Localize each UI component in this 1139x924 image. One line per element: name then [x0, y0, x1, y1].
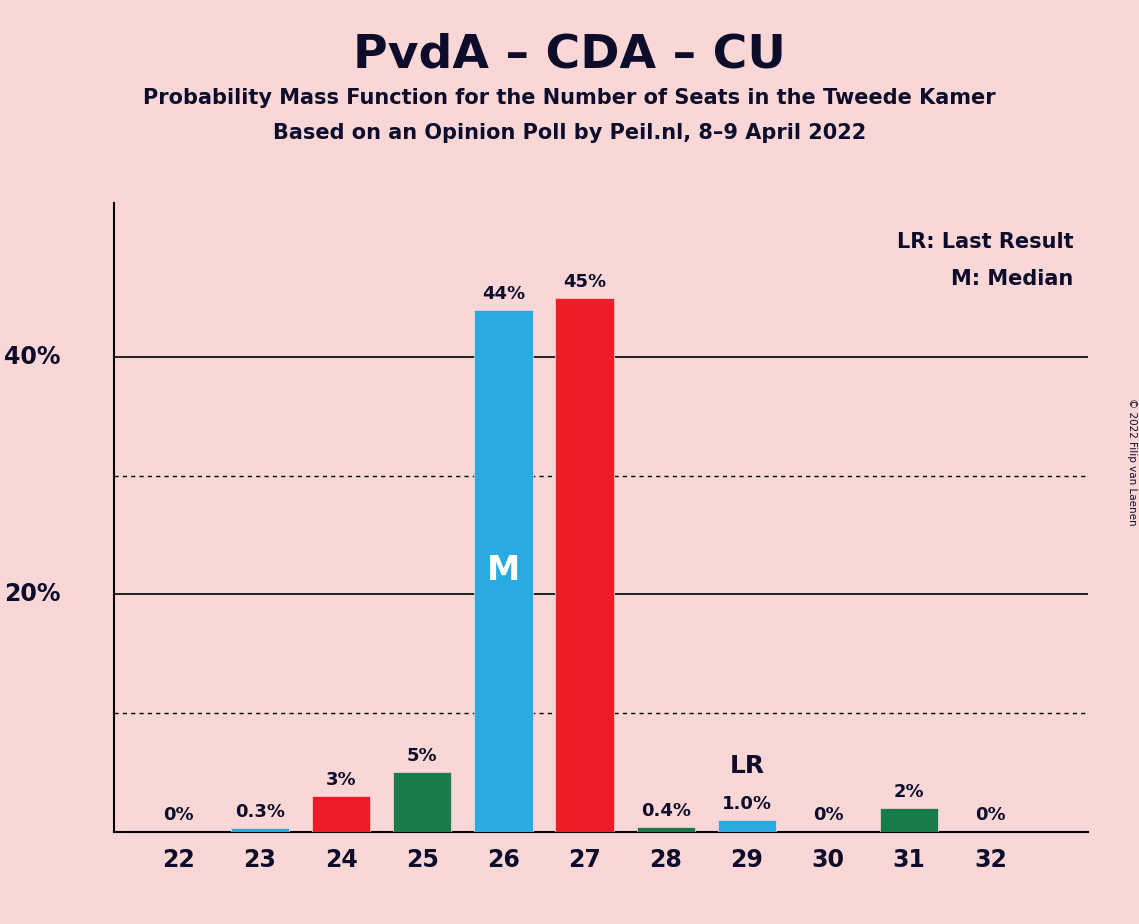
- Text: 3%: 3%: [326, 771, 357, 789]
- Text: 20%: 20%: [3, 582, 60, 606]
- Text: 2%: 2%: [894, 783, 925, 801]
- Text: 0%: 0%: [813, 807, 843, 824]
- Bar: [880, 808, 939, 832]
- Text: 5%: 5%: [407, 748, 437, 765]
- Text: 0.3%: 0.3%: [235, 803, 285, 821]
- Bar: [312, 796, 370, 832]
- Text: Probability Mass Function for the Number of Seats in the Tweede Kamer: Probability Mass Function for the Number…: [144, 88, 995, 108]
- Bar: [718, 820, 776, 832]
- Text: © 2022 Filip van Laenen: © 2022 Filip van Laenen: [1126, 398, 1137, 526]
- Text: 0.4%: 0.4%: [641, 802, 690, 820]
- Text: 0%: 0%: [164, 807, 194, 824]
- Text: LR: LR: [729, 754, 764, 778]
- Text: Based on an Opinion Poll by Peil.nl, 8–9 April 2022: Based on an Opinion Poll by Peil.nl, 8–9…: [273, 123, 866, 143]
- Text: 45%: 45%: [563, 273, 606, 291]
- Bar: [556, 298, 614, 832]
- Bar: [231, 828, 289, 832]
- Bar: [637, 827, 695, 832]
- Bar: [474, 310, 533, 832]
- Text: 0%: 0%: [975, 807, 1006, 824]
- Text: 44%: 44%: [482, 285, 525, 303]
- Text: LR: Last Result: LR: Last Result: [896, 232, 1073, 251]
- Text: PvdA – CDA – CU: PvdA – CDA – CU: [353, 32, 786, 78]
- Text: M: Median: M: Median: [951, 269, 1073, 289]
- Text: 1.0%: 1.0%: [722, 795, 772, 812]
- Bar: [393, 772, 451, 832]
- Text: M: M: [486, 554, 521, 588]
- Text: 40%: 40%: [3, 346, 60, 370]
